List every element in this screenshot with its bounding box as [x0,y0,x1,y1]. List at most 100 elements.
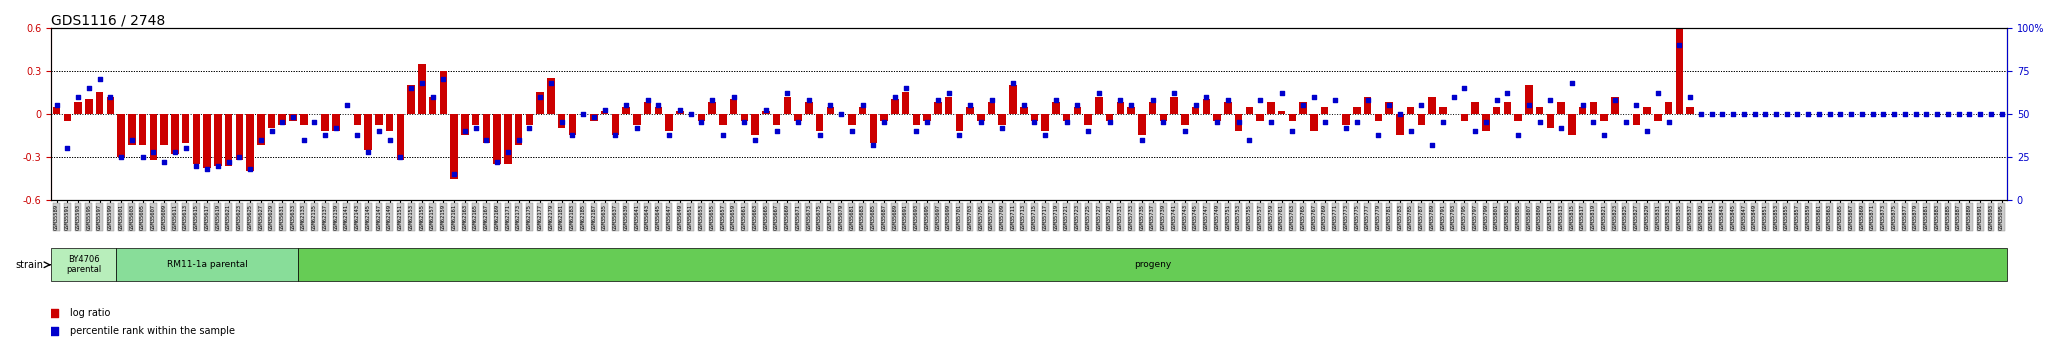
Point [588,108,621,113]
Bar [1675,0,1683,114]
Bar [299,248,2007,281]
Bar [1020,107,1028,114]
Bar [494,114,502,164]
Point [1415,142,1448,148]
Point [1696,111,1729,117]
Point [481,159,514,165]
Point [598,132,631,137]
Text: progeny: progeny [1135,260,1171,269]
Bar [934,102,942,114]
Point [1137,97,1169,103]
Point [1974,111,2007,117]
Point [428,77,461,82]
Point [696,97,729,103]
Bar [643,102,651,114]
Bar [999,114,1006,125]
Bar [1460,114,1468,121]
Bar [676,111,684,114]
Point [1190,94,1223,99]
Point [1212,97,1245,103]
Point [72,85,104,91]
Point [975,97,1008,103]
Bar [848,114,856,125]
Point [127,154,160,160]
Bar [1225,102,1231,114]
Bar [1427,97,1436,114]
Bar [1374,114,1382,121]
Bar [600,111,608,114]
Point [371,224,403,229]
Point [213,159,246,165]
Bar [1417,114,1425,125]
Point [932,90,965,96]
Point [739,137,772,142]
Point [1597,97,1630,103]
Bar [870,114,877,142]
Point [1577,120,1610,125]
Bar [526,114,532,125]
Point [954,102,987,108]
Point [750,108,782,113]
Point [1083,90,1116,96]
Point [1726,111,1759,117]
Bar [86,99,92,114]
Point [1524,120,1556,125]
Bar [1255,114,1264,121]
Bar [1546,114,1554,128]
Point [1051,120,1083,125]
Point [1954,111,1987,117]
Point [1544,125,1577,130]
Point [1341,120,1374,125]
Bar [63,114,72,121]
Point [1438,94,1470,99]
Bar [96,92,102,114]
Point [1759,111,1792,117]
Point [170,146,203,151]
Point [1610,120,1642,125]
Point [555,132,588,137]
Bar [698,114,705,121]
Bar [1556,102,1565,114]
Point [727,120,760,125]
Point [1845,111,1878,117]
Point [1458,128,1491,134]
Bar [1235,114,1243,131]
Point [1008,102,1040,108]
Bar [514,114,522,146]
Point [459,125,492,130]
Point [770,90,803,96]
Bar [461,114,469,136]
Bar [1407,107,1415,114]
Bar [160,114,168,146]
Point [1888,111,1921,117]
Bar [1642,107,1651,114]
Point [1749,111,1782,117]
Point [1587,132,1620,137]
Point [1898,111,1931,117]
Point [782,120,815,125]
Bar [537,92,545,114]
Bar [1341,114,1350,125]
Point [1405,102,1438,108]
Point [1534,97,1567,103]
Point [1018,120,1051,125]
Bar [858,107,866,114]
Point [180,163,213,168]
Point [1372,102,1405,108]
Point [244,137,276,142]
Point [1653,120,1686,125]
Bar [172,114,178,154]
Bar [139,114,145,146]
Point [985,125,1018,130]
Bar [569,114,575,136]
Bar [117,114,125,157]
Point [395,85,428,91]
Point [545,120,578,125]
Bar [729,99,737,114]
Point [385,154,418,160]
Bar [1182,114,1188,125]
Bar [924,114,930,121]
Point [137,149,170,155]
Bar [332,114,340,131]
Point [1362,132,1395,137]
